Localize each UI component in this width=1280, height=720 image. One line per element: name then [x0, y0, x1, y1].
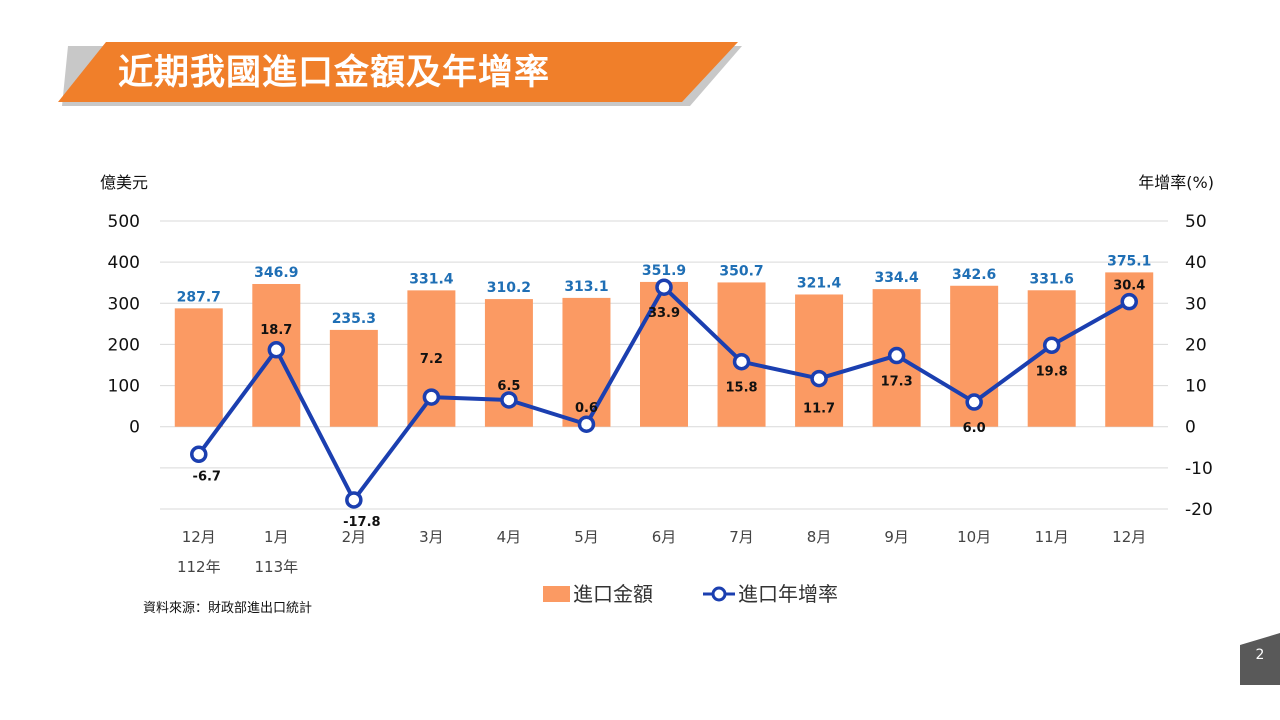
growth-value-label: 11.7 [803, 402, 835, 417]
bar [562, 297, 611, 427]
growth-point [655, 278, 673, 296]
legend-line-marker [711, 586, 727, 602]
growth-value-label: 30.4 [1113, 279, 1145, 294]
y-right-unit-label: 年增率(%) [1138, 173, 1214, 192]
bar-value-label: 310.2 [487, 280, 531, 296]
y-left-tick-label: 500 [108, 212, 140, 232]
x-tick-label: 4月 [497, 528, 522, 546]
growth-point [267, 341, 286, 359]
x-tick-label: 1月 [264, 528, 289, 546]
bar [174, 308, 223, 427]
y-left-tick-label: 0 [129, 418, 140, 438]
bar [795, 294, 844, 427]
x-tick-label: 3月 [419, 528, 444, 546]
y-right-tick-label: 10 [1185, 377, 1207, 397]
bar-value-label: 321.4 [797, 275, 842, 291]
growth-value-label: 19.8 [1036, 364, 1068, 379]
growth-value-label: 7.2 [420, 352, 443, 367]
x-tick-label: 8月 [807, 528, 832, 546]
bar-value-label: 331.6 [1030, 271, 1074, 287]
page-title: 近期我國進口金額及年增率 [118, 53, 551, 93]
bar-value-label: 350.7 [719, 263, 763, 279]
bar-value-label: 287.7 [177, 289, 221, 305]
bar-value-label: 331.4 [409, 271, 454, 287]
y-right-tick-label: -10 [1185, 459, 1213, 479]
growth-value-label: 15.8 [725, 381, 757, 396]
bar-value-label: 342.6 [952, 267, 996, 283]
page-number: 2 [1255, 647, 1265, 663]
growth-point [965, 393, 983, 411]
x-tick-label: 7月 [729, 528, 754, 546]
growth-point [810, 369, 828, 388]
bar-value-label: 334.4 [874, 270, 919, 286]
growth-point [1042, 336, 1061, 355]
growth-value-label: 17.3 [881, 375, 913, 390]
x-tick-label: 12月 [1112, 528, 1146, 546]
growth-value-label: 6.5 [497, 379, 520, 394]
growth-value-label: 0.6 [575, 401, 598, 416]
x-tick-label: 2月 [342, 528, 367, 546]
growth-point [887, 346, 906, 365]
growth-point [1120, 292, 1138, 311]
x-tick-label: 9月 [884, 528, 909, 546]
x-tick-label: 6月 [652, 528, 677, 546]
bar-value-label: 346.9 [254, 265, 298, 281]
y-right-tick-label: 0 [1185, 418, 1196, 438]
page-number-shape [1240, 633, 1280, 685]
legend-bar-swatch [543, 586, 570, 602]
x-tick-label: 5月 [574, 528, 599, 546]
y-right-tick-label: -20 [1185, 500, 1213, 520]
legend-line-label: 進口年增率 [738, 582, 838, 606]
x-tick-label: 12月 [182, 528, 216, 546]
y-left-tick-label: 100 [108, 377, 140, 397]
growth-value-label: 18.7 [260, 323, 292, 338]
legend: 進口金額 進口年增率 [543, 582, 838, 606]
y-right-tick-label: 20 [1185, 335, 1207, 355]
y-left-tick-label: 200 [108, 335, 140, 355]
growth-point [190, 445, 208, 464]
growth-point [732, 352, 751, 371]
bar-value-label: 375.1 [1107, 253, 1151, 269]
bar-layer [174, 272, 1154, 427]
x-tick-label: 11月 [1035, 528, 1069, 546]
growth-point [577, 415, 596, 433]
growth-value-label: 33.9 [648, 306, 680, 321]
y-right-tick-label: 40 [1185, 253, 1207, 273]
bar [640, 281, 688, 427]
line-layer [190, 278, 1138, 509]
axis-layer: 500400300200100050403020100-10-2012月112年… [108, 212, 1213, 576]
legend-bar-label: 進口金額 [573, 582, 653, 606]
growth-value-label: -17.8 [343, 515, 380, 530]
label-layer: 287.7 346.9 235.3 331.4 310.2 313.1 351.9 350.7… [177, 253, 1152, 530]
bar-value-label: 313.1 [564, 279, 608, 295]
x-tick-sublabel: 112年 [177, 558, 221, 576]
x-tick-label: 10月 [957, 528, 991, 546]
page-number-box [1240, 633, 1280, 685]
y-left-unit-label: 億美元 [100, 173, 148, 192]
growth-point [500, 391, 518, 409]
growth-point [422, 388, 441, 406]
bar-value-label: 235.3 [332, 311, 376, 327]
y-right-tick-label: 30 [1185, 294, 1207, 314]
growth-value-label: 6.0 [963, 421, 986, 436]
x-tick-sublabel: 113年 [254, 558, 298, 576]
title-banner [58, 42, 742, 106]
y-left-tick-label: 300 [108, 294, 140, 314]
y-left-tick-label: 400 [108, 253, 140, 273]
growth-point [345, 491, 363, 509]
bar-value-label: 351.9 [642, 263, 686, 279]
y-right-tick-label: 50 [1185, 212, 1207, 232]
source-note: 資料來源：財政部進出口統計 [143, 601, 313, 616]
title-banner-shape [58, 42, 738, 102]
bar [329, 329, 378, 427]
growth-value-label: -6.7 [193, 469, 221, 484]
